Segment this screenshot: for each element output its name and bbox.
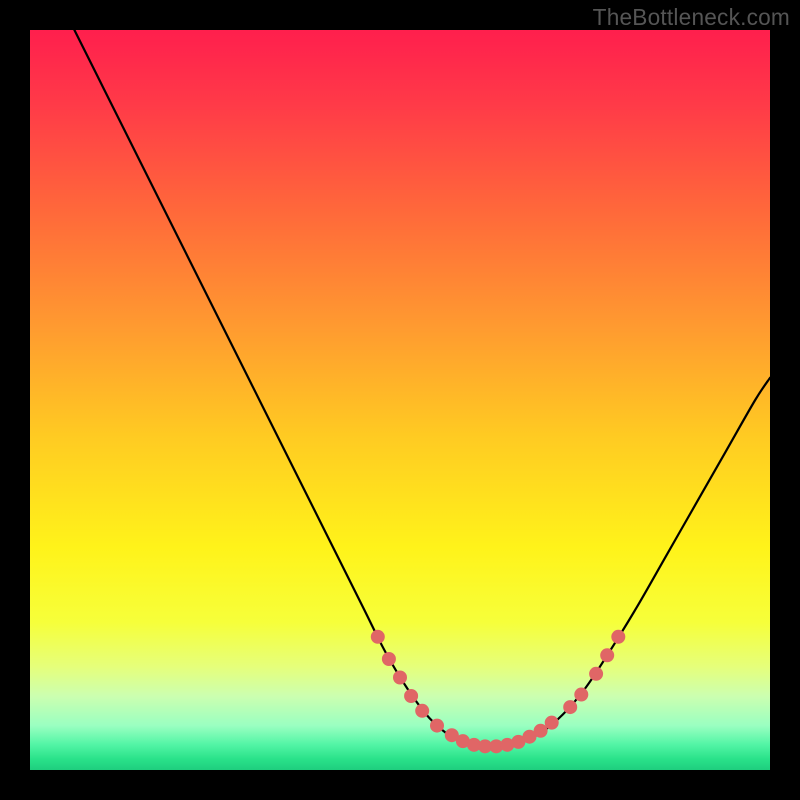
marker-dot: [371, 630, 384, 643]
marker-dot: [534, 724, 547, 737]
marker-dot: [601, 649, 614, 662]
marker-dot: [394, 671, 407, 684]
marker-dot: [405, 690, 418, 703]
marker-dot: [612, 630, 625, 643]
marker-dot: [564, 701, 577, 714]
marker-dot: [575, 688, 588, 701]
curve-markers: [371, 630, 625, 753]
marker-dot: [431, 719, 444, 732]
chart-container: TheBottleneck.com: [0, 0, 800, 800]
marker-dot: [382, 653, 395, 666]
chart-overlay: [0, 0, 800, 800]
marker-dot: [416, 704, 429, 717]
watermark-text: TheBottleneck.com: [593, 4, 790, 31]
bottleneck-curve: [74, 30, 770, 746]
marker-dot: [590, 667, 603, 680]
marker-dot: [545, 716, 558, 729]
